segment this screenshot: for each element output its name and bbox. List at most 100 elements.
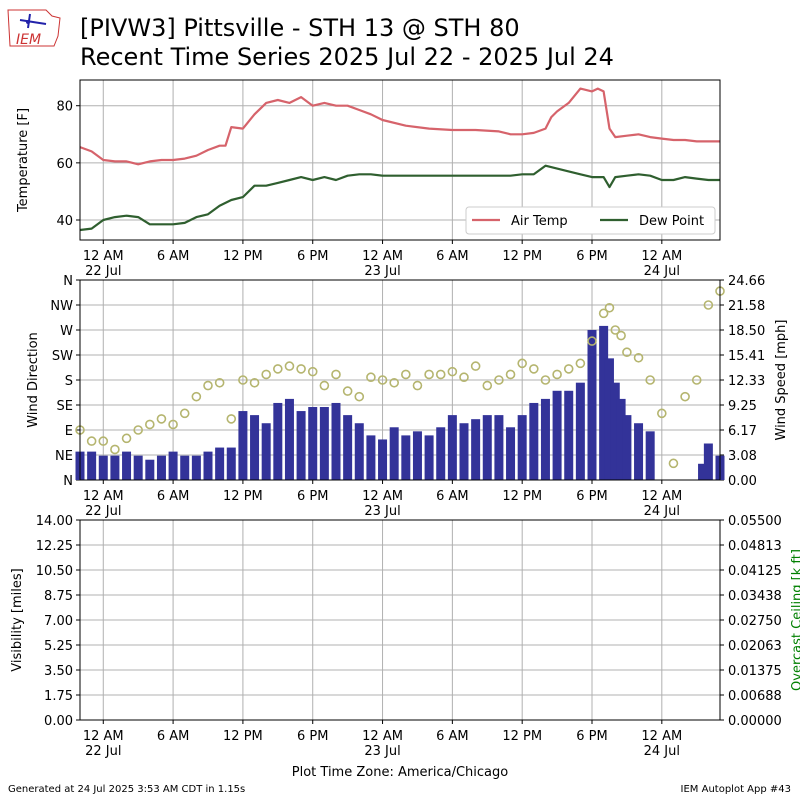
y2-tick-label: 0.04813 [728, 539, 782, 554]
wind-direction-point [622, 347, 632, 358]
wind-direction-point [703, 300, 714, 310]
y-tick-label: 0.00 [44, 714, 73, 729]
wind-speed-bar [540, 398, 550, 480]
x-tick-label: 12 AM [641, 729, 682, 744]
wind-direction-point [529, 364, 539, 374]
y-tick-label: SW [52, 349, 73, 364]
wind-speed-bar [424, 435, 434, 480]
x-tick-label: 12 PM [502, 489, 542, 504]
wind-speed-bar [401, 435, 411, 480]
app-note: IEM Autoplot App #43 [680, 784, 791, 795]
air-temp-line [79, 87, 720, 166]
wind-speed-bar [447, 415, 457, 480]
wind-speed-bar [145, 459, 155, 480]
x-tick-label: 12 PM [502, 249, 542, 264]
x-tick-label: 12 AM [641, 249, 682, 264]
y-tick-label: 10.50 [36, 564, 73, 579]
wind-direction-point [668, 458, 679, 469]
wind-speed-bar [645, 431, 655, 480]
wind-speed-bar [122, 451, 132, 480]
y2-tick-label: 0.00000 [728, 714, 782, 729]
wind-speed-bar [552, 390, 562, 480]
wind-speed-bar [482, 415, 492, 480]
wind-speed-bar [529, 402, 539, 480]
wind-speed-bar [436, 427, 446, 480]
y-tick-label: 40 [56, 214, 73, 229]
wind-speed-bar [319, 407, 329, 480]
y2-tick-label: 15.41 [728, 349, 765, 364]
wind-direction-point [226, 414, 237, 424]
wind-speed-bar [284, 398, 294, 480]
wind-speed-bar [226, 447, 236, 480]
wind-direction-point [354, 391, 365, 402]
wind-speed-bar [575, 382, 585, 480]
legend: Air Temp Dew Point [465, 206, 716, 235]
wind-speed-bar [110, 455, 120, 480]
x-tick-label: 6 AM [157, 729, 190, 744]
wind-speed-bar [133, 455, 143, 480]
x-tick-label: 6 PM [576, 249, 607, 264]
wind-speed-bar [261, 423, 271, 480]
legend-label-dew-point: Dew Point [639, 214, 704, 229]
wind-direction-point [319, 380, 330, 391]
y-tick-label: N [63, 474, 73, 489]
wind-speed-bar [203, 451, 213, 480]
x-tick-label: 12 AM [362, 489, 403, 504]
y-tick-label: 1.75 [44, 689, 73, 704]
y-tick-label: 5.25 [44, 639, 73, 654]
wind-direction-point [342, 386, 353, 396]
x-tick-label: 6 AM [436, 729, 469, 744]
y-tick-label: N [63, 274, 73, 289]
wind-speed-bar [273, 402, 283, 480]
y-tick-label: 80 [56, 100, 73, 115]
x-tick-label: 6 AM [436, 249, 469, 264]
x-tick-label: 6 AM [157, 489, 190, 504]
y2-tick-label: 0.03438 [728, 589, 782, 604]
x-tick-sublabel: 24 Jul [644, 264, 680, 279]
plot-frame [79, 79, 721, 241]
wind-direction-point [598, 308, 609, 319]
wind-direction-point [284, 361, 295, 371]
chart-subtitle: Recent Time Series 2025 Jul 22 - 2025 Ju… [80, 43, 614, 71]
x-tick-label: 12 PM [223, 729, 263, 744]
wind-speed-bar [238, 411, 248, 480]
chart-title: [PIVW3] Pittsville - STH 13 @ STH 80 [80, 14, 520, 42]
x-tick-label: 12 AM [83, 489, 124, 504]
y2-tick-label: 0.01375 [728, 664, 782, 679]
wind-direction-point [505, 369, 516, 380]
y2-tick-label: 24.66 [728, 274, 765, 289]
y2-tick-label: 3.08 [728, 449, 757, 464]
wind-speed-bar [215, 447, 225, 480]
wind-direction-point [424, 369, 434, 380]
x-tick-label: 6 PM [297, 249, 328, 264]
iem-logo: IEM [7, 9, 61, 48]
legend-label-air-temp: Air Temp [511, 214, 568, 229]
wind-direction-point [691, 375, 702, 385]
y-tick-label: 14.00 [36, 514, 73, 529]
wind-speed-bar [343, 415, 353, 480]
wind-direction-point [145, 419, 155, 430]
wind-direction-point [552, 369, 562, 380]
x-tick-label: 12 PM [223, 489, 263, 504]
wind-direction-point [331, 369, 341, 380]
x-tick-label: 12 AM [362, 249, 403, 264]
wind-direction-point [482, 380, 493, 391]
wind-speed-bar [616, 398, 626, 480]
wind-speed-bar [459, 423, 469, 480]
y2-tick-label: 0.02750 [728, 614, 782, 629]
y2-tick-label: 0.02063 [728, 639, 782, 654]
y-axis-label: Wind Direction [26, 332, 41, 428]
x-tick-sublabel: 23 Jul [364, 264, 400, 279]
x-tick-sublabel: 22 Jul [85, 744, 121, 759]
wind-direction-point [680, 391, 690, 402]
wind-direction-point [156, 414, 167, 424]
wind-direction-point [633, 352, 644, 363]
wind-speed-bar [698, 463, 708, 480]
wind-speed-bar [180, 455, 190, 480]
y-tick-label: E [65, 424, 73, 439]
wind-direction-point [168, 419, 178, 430]
y2-axis-label: Wind Speed [mph] [774, 320, 789, 441]
y2-axis-label: Overcast Ceiling [k ft] [790, 549, 800, 691]
wind-direction-point [575, 358, 586, 369]
